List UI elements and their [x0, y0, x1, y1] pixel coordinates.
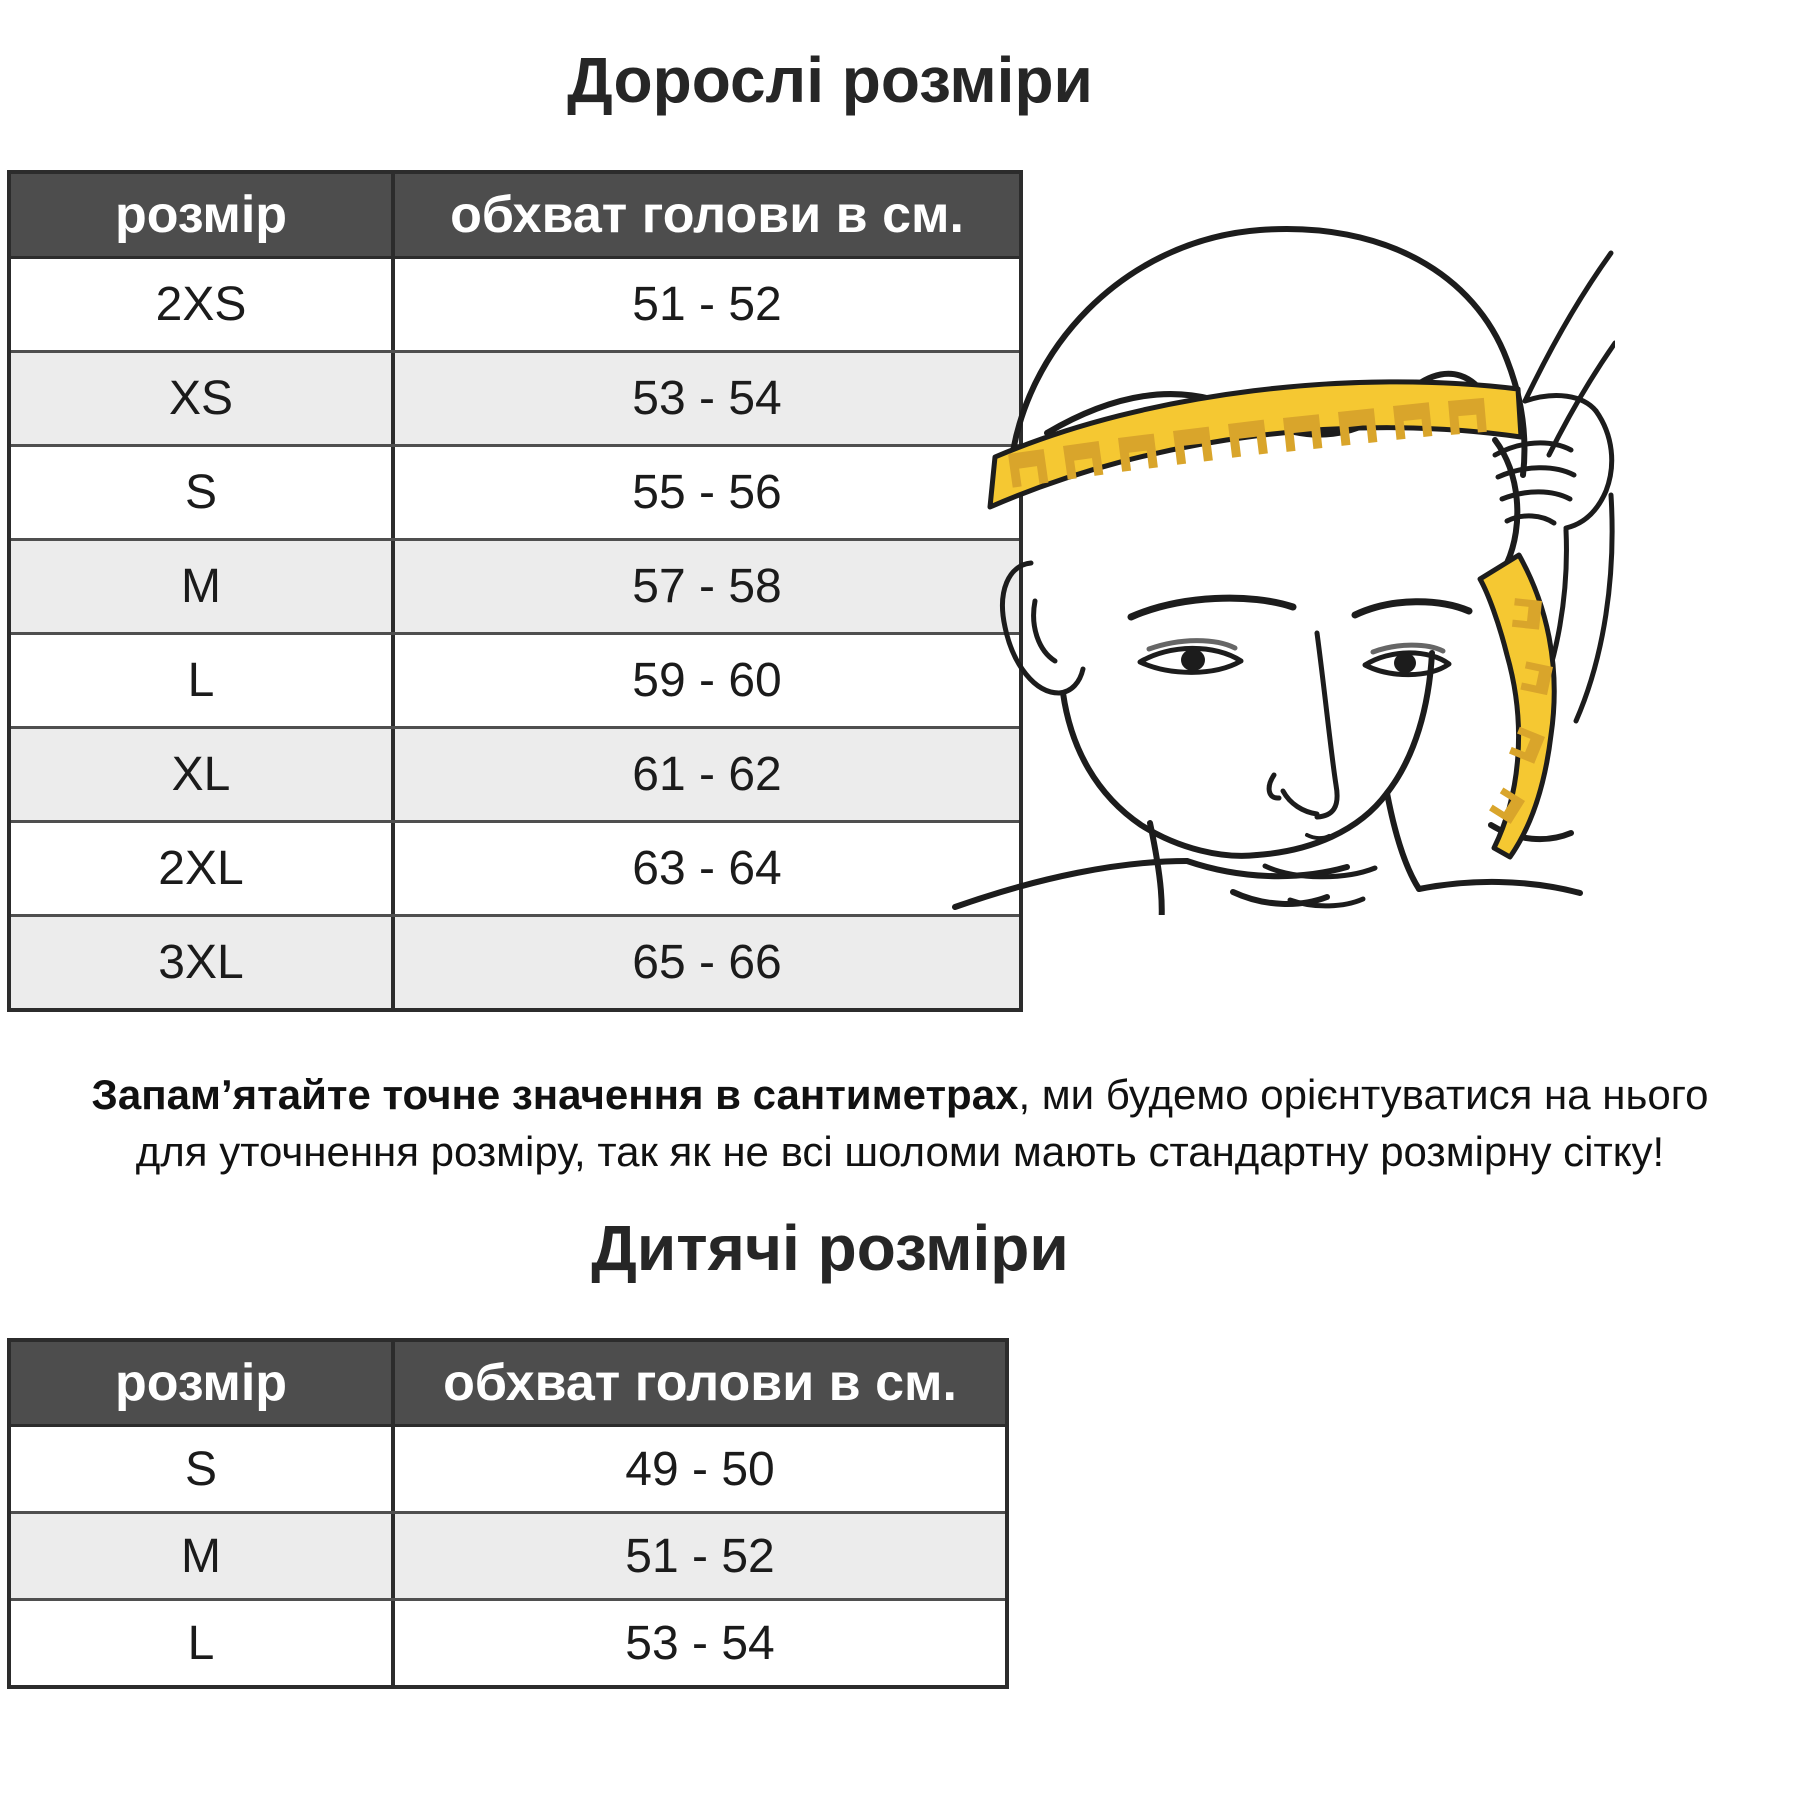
- face-outline: [1060, 650, 1435, 859]
- cell-size: 2XS: [11, 259, 395, 350]
- kids-size-table: розмір обхват голови в см. S 49 - 50 M 5…: [7, 1338, 1009, 1689]
- cell-size: L: [11, 1601, 395, 1685]
- table-row: XL 61 - 62: [11, 726, 1019, 820]
- cell-range: 61 - 62: [632, 748, 782, 801]
- note-line-1: Запам’ятайте точне значення в сантиметра…: [0, 1066, 1800, 1123]
- cell-size: 2XL: [11, 823, 395, 914]
- measuring-tape-band: [987, 379, 1524, 510]
- cell-range: 53 - 54: [632, 372, 782, 425]
- table-row: L 53 - 54: [11, 1598, 1005, 1685]
- note-rest-text: , ми будемо орієнтуватися на нього: [1018, 1071, 1709, 1118]
- cell-range: 55 - 56: [632, 466, 782, 519]
- measurement-note: Запам’ятайте точне значення в сантиметра…: [0, 1066, 1800, 1180]
- table-row: M 57 - 58: [11, 538, 1019, 632]
- cell-size: M: [11, 541, 395, 632]
- cell-range: 63 - 64: [632, 842, 782, 895]
- facial-features: [1127, 594, 1473, 909]
- note-bold-text: Запам’ятайте точне значення в сантиметра…: [91, 1071, 1019, 1118]
- cell-range: 65 - 66: [632, 936, 782, 989]
- header-cell-circumference: обхват голови в см.: [450, 186, 964, 244]
- header-cell-size: розмір: [11, 1342, 395, 1424]
- adult-table-header-row: розмір обхват голови в см.: [11, 174, 1019, 259]
- cell-size: S: [11, 447, 395, 538]
- cell-size: M: [11, 1514, 395, 1598]
- table-row: S 49 - 50: [11, 1427, 1005, 1511]
- adult-size-table: розмір обхват голови в см. 2XS 51 - 52 X…: [7, 170, 1023, 1012]
- cell-range: 53 - 54: [625, 1616, 775, 1670]
- cell-range: 49 - 50: [625, 1442, 775, 1496]
- cell-range: 51 - 52: [632, 278, 782, 331]
- note-line-2: для уточнення розміру, так як не всі шол…: [135, 1128, 1665, 1175]
- cell-range: 59 - 60: [632, 654, 782, 707]
- header-cell-size: розмір: [11, 174, 395, 256]
- head-measurement-illustration: [952, 226, 1615, 915]
- cell-range: 51 - 52: [625, 1529, 775, 1583]
- cell-size: 3XL: [11, 917, 395, 1008]
- table-row: 3XL 65 - 66: [11, 914, 1019, 1008]
- kids-sizes-title: Дитячі розміри: [591, 1212, 1069, 1284]
- table-row: S 55 - 56: [11, 444, 1019, 538]
- cell-range: 57 - 58: [632, 560, 782, 613]
- neck-and-shoulders: [952, 790, 1583, 915]
- cell-size: XS: [11, 353, 395, 444]
- table-row: M 51 - 52: [11, 1511, 1005, 1598]
- table-row: L 59 - 60: [11, 632, 1019, 726]
- kids-table-header-row: розмір обхват голови в см.: [11, 1342, 1005, 1427]
- cell-size: S: [11, 1427, 395, 1511]
- ear: [1000, 560, 1086, 696]
- header-cell-circumference: обхват голови в см.: [443, 1354, 957, 1412]
- measuring-tape-end: [1477, 552, 1557, 860]
- table-row: XS 53 - 54: [11, 350, 1019, 444]
- table-row: 2XL 63 - 64: [11, 820, 1019, 914]
- table-row: 2XS 51 - 52: [11, 259, 1019, 350]
- cell-size: XL: [11, 729, 395, 820]
- adult-sizes-title: Дорослі розміри: [567, 44, 1093, 116]
- cell-size: L: [11, 635, 395, 726]
